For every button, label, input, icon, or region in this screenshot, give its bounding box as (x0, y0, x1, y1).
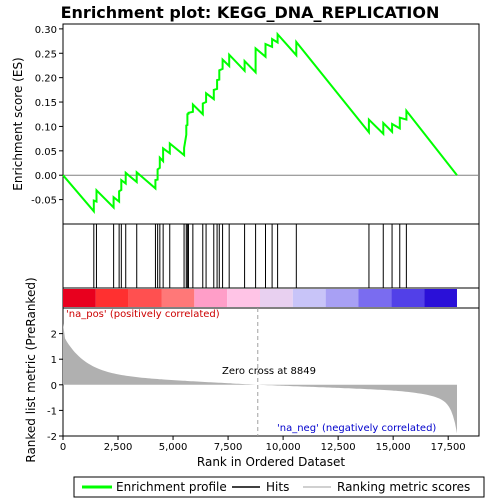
x-axis: 0 2,500 5,000 7,500 10,000 12,500 15,000 17,500 (60, 436, 466, 453)
metric-y-tick-label: 0 (51, 381, 57, 392)
chart-title: Enrichment plot: KEGG_DNA_REPLICATION (61, 3, 440, 22)
heatmap-segment (260, 289, 293, 307)
heatmap-segment (161, 289, 194, 307)
x-tick-label: 12,500 (321, 442, 356, 453)
x-tick-label: 15,000 (376, 442, 411, 453)
heatmap-segment (358, 289, 391, 307)
es-y-tick-label: 0.15 (35, 98, 57, 109)
heatmap-segment (227, 289, 260, 307)
es-y-tick-label: 0.20 (35, 74, 57, 85)
es-y-tick-label: 0.30 (35, 25, 57, 36)
es-y-tick-label: 0.05 (35, 147, 57, 158)
heatmap-segment (424, 289, 457, 307)
heatmap-segment (391, 289, 424, 307)
es-y-axis-label: Enrichment score (ES) (11, 57, 25, 190)
x-tick-label: 5,000 (159, 442, 188, 453)
metric-y-tick-label: -2 (47, 432, 57, 443)
heatmap-segment (194, 289, 227, 307)
legend-label: Ranking metric scores (337, 480, 470, 494)
zero-cross-label: Zero cross at 8849 (222, 366, 316, 377)
metric-y-axis: -2 -1 0 1 2 (47, 330, 63, 443)
es-y-tick-label: 0.00 (35, 171, 57, 182)
x-tick-label: 2,500 (104, 442, 133, 453)
heatmap-segment (293, 289, 326, 307)
metric-y-axis-label: Ranked list metric (PreRanked) (24, 277, 38, 462)
es-y-tick-label: -0.05 (31, 196, 57, 207)
ranking-heatmap (63, 289, 457, 307)
x-tick-label: 17,500 (431, 442, 466, 453)
heatmap-segment (326, 289, 359, 307)
es-y-tick-label: 0.10 (35, 122, 57, 133)
legend: Enrichment profile Hits Ranking metric sco… (82, 480, 470, 494)
x-tick-label: 7,500 (214, 442, 243, 453)
es-y-axis: -0.05 0.00 0.05 0.10 0.15 0.20 0.25 0.30 (31, 25, 63, 207)
metric-y-tick-label: 2 (51, 330, 57, 341)
es-y-tick-label: 0.25 (35, 49, 57, 60)
x-axis-label: Rank in Ordered Dataset (197, 455, 345, 469)
metric-y-tick-label: 1 (51, 355, 57, 366)
x-tick-label: 10,000 (266, 442, 301, 453)
legend-label: Enrichment profile (116, 480, 227, 494)
heatmap-segment (96, 289, 129, 307)
pos-correlated-label: 'na_pos' (positively correlated) (66, 309, 220, 320)
metric-y-tick-label: -1 (47, 406, 57, 417)
heatmap-segment (129, 289, 162, 307)
heatmap-segment (63, 289, 96, 307)
legend-label: Hits (266, 480, 289, 494)
neg-correlated-label: 'na_neg' (negatively correlated) (277, 423, 436, 434)
x-tick-label: 0 (60, 442, 66, 453)
